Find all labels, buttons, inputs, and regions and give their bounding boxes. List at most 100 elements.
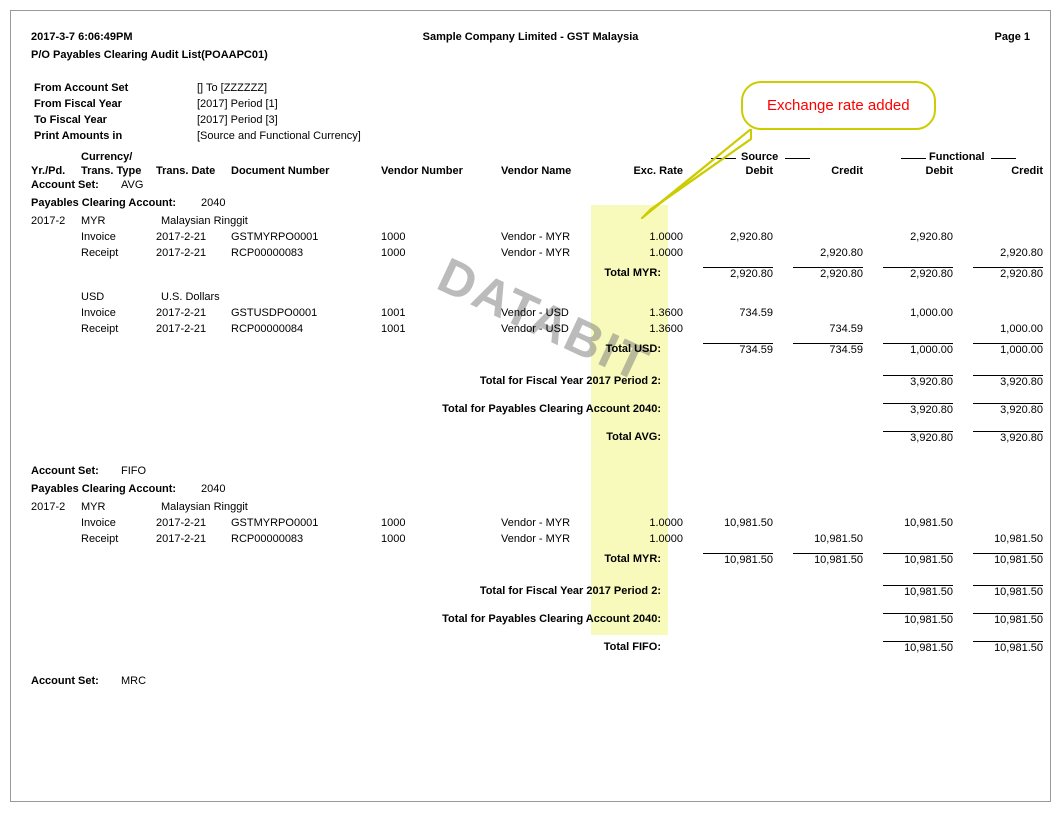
- source-credit: 10,981.50: [793, 533, 863, 545]
- vendor-number: 1001: [381, 307, 405, 319]
- clearing-value: 2040: [201, 483, 225, 495]
- trans-date: 2017-2-21: [156, 231, 206, 243]
- trans-type: Receipt: [81, 247, 118, 259]
- report-row: [31, 421, 1030, 431]
- report-row: Total MYR:2,920.802,920.802,920.802,920.…: [31, 267, 1030, 285]
- source-credit: 734.59: [793, 323, 863, 335]
- section-total-fdebit: 10,981.50: [883, 641, 953, 654]
- func-credit: 10,981.50: [973, 533, 1043, 545]
- report-row: Total MYR:10,981.5010,981.5010,981.5010,…: [31, 553, 1030, 571]
- group-total-sdebit: 10,981.50: [703, 553, 773, 566]
- group-total-fcredit: 2,920.80: [973, 267, 1043, 280]
- group-total-fdebit: 1,000.00: [883, 343, 953, 356]
- report-row: Payables Clearing Account: 2040: [31, 197, 1030, 215]
- report-row: Receipt2017-2-21RCP000000831000Vendor - …: [31, 247, 1030, 263]
- section-total-label: Total AVG:: [291, 431, 661, 443]
- doc-number: GSTMYRPO0001: [231, 231, 318, 243]
- section-total-fcredit: 10,981.50: [973, 613, 1043, 626]
- section-total-fdebit: 3,920.80: [883, 375, 953, 388]
- trans-date: 2017-2-21: [156, 323, 206, 335]
- vendor-number: 1000: [381, 533, 405, 545]
- trans-type: Invoice: [81, 307, 116, 319]
- exc-rate: 1.0000: [613, 231, 683, 243]
- section-total-label: Total for Fiscal Year 2017 Period 2:: [291, 375, 661, 387]
- col-trans-type: Trans. Type: [81, 165, 141, 177]
- report-row: Account Set:MRC: [31, 675, 1030, 693]
- filter-label: From Fiscal Year: [33, 97, 175, 111]
- filter-label: From Account Set: [33, 81, 175, 95]
- col-vendor-num: Vendor Number: [381, 165, 463, 177]
- vendor-name: Vendor - MYR: [501, 517, 570, 529]
- section-total-fcredit: 3,920.80: [973, 431, 1043, 444]
- col-functional: Functional: [929, 151, 985, 163]
- section-total-fcredit: 10,981.50: [973, 585, 1043, 598]
- account-set-value: FIFO: [121, 465, 146, 477]
- group-total-label: Total MYR:: [491, 267, 661, 279]
- section-total-fdebit: 10,981.50: [883, 613, 953, 626]
- report-timestamp: 2017-3-7 6:06:49PM: [31, 31, 133, 43]
- func-debit: 10,981.50: [883, 517, 953, 529]
- report-row: Account Set:AVG: [31, 179, 1030, 197]
- trans-type: Invoice: [81, 517, 116, 529]
- col-credit: Credit: [793, 165, 863, 177]
- report-row: Receipt2017-2-21RCP000000841001Vendor - …: [31, 323, 1030, 339]
- report-row: Total AVG:3,920.803,920.80: [31, 431, 1030, 449]
- vendor-name: Vendor - MYR: [501, 231, 570, 243]
- trans-date: 2017-2-21: [156, 247, 206, 259]
- group-total-sdebit: 2,920.80: [703, 267, 773, 280]
- section-total-fcredit: 3,920.80: [973, 375, 1043, 388]
- filter-label: To Fiscal Year: [33, 113, 175, 127]
- vendor-number: 1000: [381, 517, 405, 529]
- source-credit: 2,920.80: [793, 247, 863, 259]
- report-title: P/O Payables Clearing Audit List(POAAPC0…: [31, 49, 1030, 61]
- exc-rate: 1.0000: [613, 247, 683, 259]
- group-total-fcredit: 1,000.00: [973, 343, 1043, 356]
- section-total-fdebit: 3,920.80: [883, 431, 953, 444]
- group-total-scredit: 2,920.80: [793, 267, 863, 280]
- report-row: Payables Clearing Account: 2040: [31, 483, 1030, 501]
- clearing-label: Payables Clearing Account:: [31, 197, 176, 209]
- report-row: [31, 449, 1030, 459]
- period: 2017-2: [31, 501, 65, 513]
- report-row: Invoice 2017-2-21 GSTMYRPO0001 1000 Vendor -…: [31, 231, 1030, 247]
- currency-code: MYR: [81, 215, 105, 227]
- report-row: 2017-2MYRMalaysian Ringgit: [31, 215, 1030, 231]
- report-page: DATABIT Exchange rate added 2017-3-7 6:0…: [10, 10, 1051, 802]
- column-headers: Currency/ Yr./Pd. Trans. Type Trans. Dat…: [31, 151, 1030, 179]
- group-total-scredit: 734.59: [793, 343, 863, 356]
- group-total-fcredit: 10,981.50: [973, 553, 1043, 566]
- clearing-value: 2040: [201, 197, 225, 209]
- vendor-number: 1000: [381, 247, 405, 259]
- col-yrpd: Yr./Pd.: [31, 165, 65, 177]
- trans-date: 2017-2-21: [156, 307, 206, 319]
- col-trans-date: Trans. Date: [156, 165, 215, 177]
- report-row: Invoice 2017-2-21 GSTMYRPO0001 1000 Vendor -…: [31, 517, 1030, 533]
- trans-date: 2017-2-21: [156, 517, 206, 529]
- filter-value: [] To [ZZZZZZ]: [177, 81, 362, 95]
- exc-rate: 1.0000: [613, 517, 683, 529]
- group-total-scredit: 10,981.50: [793, 553, 863, 566]
- callout-annotation: Exchange rate added: [741, 81, 936, 130]
- group-total-label: Total USD:: [491, 343, 661, 355]
- account-set-value: AVG: [121, 179, 143, 191]
- filter-value: [2017] Period [1]: [177, 97, 362, 111]
- trans-date: 2017-2-21: [156, 533, 206, 545]
- col-vendor-name: Vendor Name: [501, 165, 571, 177]
- report-row: [31, 659, 1030, 669]
- vendor-number: 1000: [381, 231, 405, 243]
- report-row: [31, 631, 1030, 641]
- trans-type: Invoice: [81, 231, 116, 243]
- section-total-label: Total for Payables Clearing Account 2040…: [291, 613, 661, 625]
- callout-text: Exchange rate added: [741, 81, 936, 130]
- doc-number: GSTMYRPO0001: [231, 517, 318, 529]
- filter-value: [2017] Period [3]: [177, 113, 362, 127]
- col-currency: Currency/: [81, 151, 132, 163]
- clearing-label: Payables Clearing Account:: [31, 483, 176, 495]
- func-credit: 2,920.80: [973, 247, 1043, 259]
- exc-rate: 1.3600: [613, 307, 683, 319]
- report-row: Total for Payables Clearing Account 2040…: [31, 613, 1030, 631]
- report-row: Total USD:734.59734.591,000.001,000.00: [31, 343, 1030, 361]
- report-row: [31, 577, 1030, 585]
- source-debit: 10,981.50: [703, 517, 773, 529]
- filter-label: Print Amounts in: [33, 129, 175, 143]
